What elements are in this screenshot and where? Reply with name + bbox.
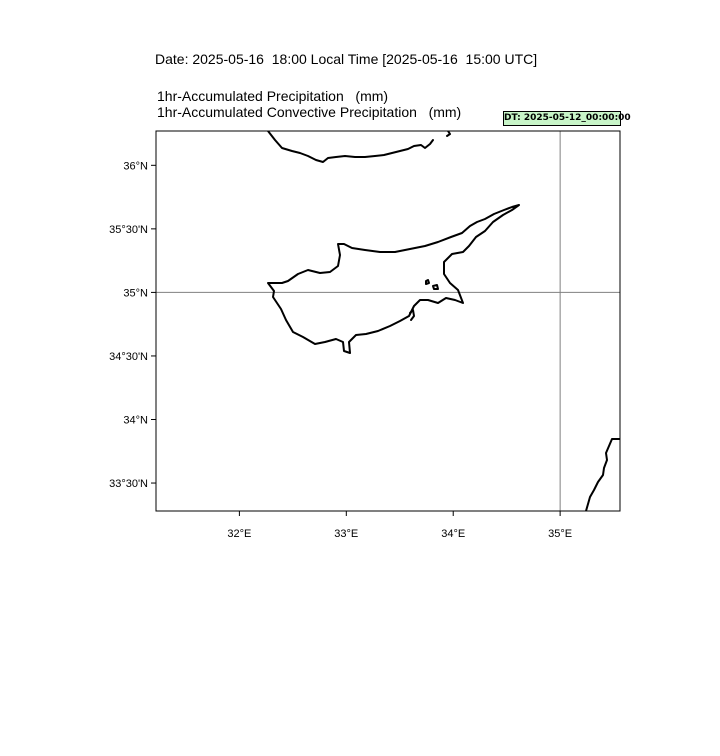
turkey-coastline <box>267 131 434 163</box>
latitude-axis: 36°N 35°30'N 35°N 34°30'N 34°N 33°30'N <box>109 160 156 490</box>
gridlines <box>156 131 620 511</box>
lat-tick-label: 34°N <box>123 414 148 426</box>
lon-tick-label: 34°E <box>441 528 465 540</box>
cyprus-islet <box>425 279 430 285</box>
turkey-coastline-east <box>446 131 451 137</box>
lon-tick-label: 33°E <box>334 528 358 540</box>
dt-badge: DT: 2025-05-12_00:00:00 <box>503 111 631 126</box>
lon-tick-label: 35°E <box>548 528 572 540</box>
lat-tick-label: 36°N <box>123 160 148 172</box>
cyprus-islet-2 <box>432 284 439 290</box>
lat-tick-label: 33°30'N <box>109 478 148 490</box>
levant-coastline <box>585 438 620 511</box>
map-frame <box>155 130 621 512</box>
cyprus-coastline <box>267 204 520 354</box>
map-date-line: Date: 2025-05-16 18:00 Local Time [2025-… <box>155 51 538 67</box>
lat-tick-label: 35°N <box>123 287 148 299</box>
convective-precipitation-title: 1hr-Accumulated Convective Precipitation… <box>157 104 462 120</box>
cyprus-bay-detail <box>409 309 415 321</box>
lon-tick-label: 32°E <box>227 528 251 540</box>
longitude-axis: 32°E 33°E 34°E 35°E <box>227 511 572 540</box>
lat-tick-label: 34°30'N <box>109 351 148 363</box>
precipitation-title: 1hr-Accumulated Precipitation (mm) <box>157 88 389 104</box>
lat-tick-label: 35°30'N <box>109 224 148 236</box>
